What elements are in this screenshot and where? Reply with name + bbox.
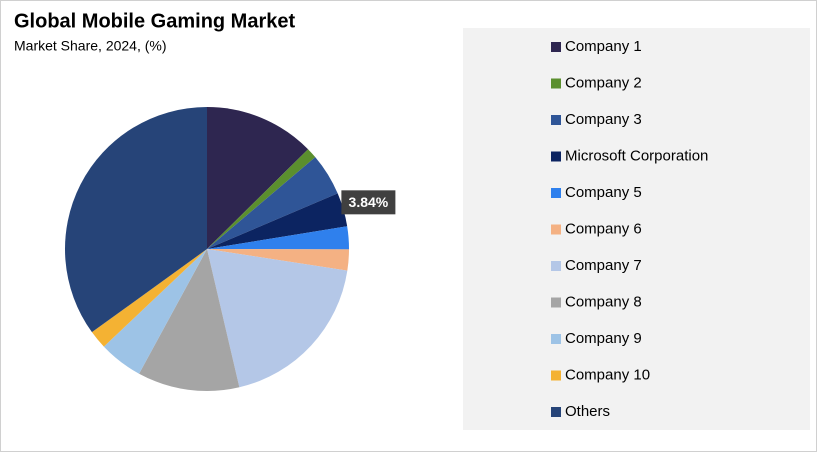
- legend-swatch: [551, 151, 561, 162]
- pie-slice: [139, 249, 240, 391]
- legend-swatch: [551, 78, 561, 89]
- legend-box: [463, 28, 810, 430]
- legend-swatch: [551, 115, 561, 125]
- legend-label: Company 9: [565, 330, 642, 347]
- pie-slice: [103, 249, 207, 374]
- pie-slice: [207, 226, 349, 250]
- pie-slice: [207, 149, 316, 249]
- legend-swatch: [551, 297, 561, 308]
- legend-swatch: [551, 370, 561, 381]
- legend-swatch: [551, 42, 561, 52]
- legend-label: Company 2: [565, 74, 642, 91]
- pie-slice: [91, 249, 207, 347]
- pie-slice: [207, 249, 349, 271]
- pie-slice: [207, 249, 348, 388]
- chart-title: Global Mobile Gaming Market: [14, 10, 295, 32]
- data-label: 3.84%: [349, 194, 389, 210]
- legend-swatch: [551, 224, 561, 235]
- legend-label: Company 5: [565, 184, 642, 201]
- legend-label: Company 8: [565, 293, 642, 310]
- legend-label: Company 7: [565, 257, 642, 274]
- pie-slice: [207, 107, 309, 249]
- pie-slice: [65, 106, 208, 333]
- legend-swatch: [551, 334, 561, 344]
- data-label-box: [341, 190, 396, 215]
- legend-swatch: [551, 261, 561, 271]
- legend-label: Microsoft Corporation: [565, 147, 708, 164]
- legend-label: Others: [565, 403, 610, 420]
- chart-subtitle: Market Share, 2024, (%): [14, 38, 167, 54]
- legend-swatch: [551, 188, 561, 198]
- legend-label: Company 6: [565, 220, 642, 237]
- legend-label: Company 3: [565, 111, 642, 128]
- pie-slice: [207, 157, 338, 249]
- legend-swatch: [551, 407, 561, 417]
- pie-slice: [207, 193, 348, 249]
- legend-label: Company 1: [565, 38, 642, 55]
- legend-label: Company 10: [565, 366, 650, 383]
